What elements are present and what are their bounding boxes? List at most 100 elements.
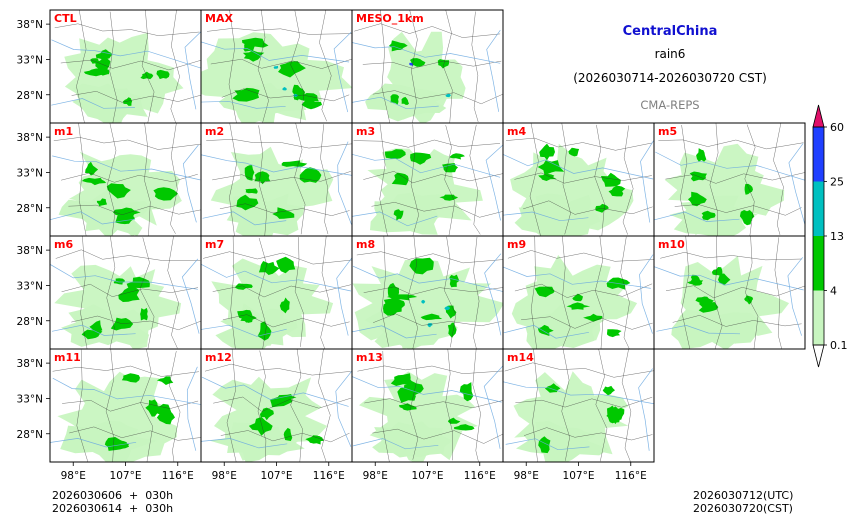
moderate-rain-patch <box>454 424 475 431</box>
moderate-rain-patch <box>688 191 707 207</box>
moderate-rain-patch <box>122 97 133 106</box>
moderate-rain-patch <box>538 173 557 181</box>
period-title: (2026030714-2026030720 CST) <box>573 71 767 85</box>
lon-tick-label: 116°E <box>464 470 496 482</box>
lat-tick-label: 33°N <box>17 54 43 66</box>
colorbar-segment <box>813 290 824 345</box>
moderate-rain-patch <box>81 177 107 186</box>
panel-label: m8 <box>356 238 375 251</box>
map-panel: m14 <box>502 348 655 463</box>
lat-tick-label: 33°N <box>17 280 43 292</box>
moderate-rain-patch <box>383 298 405 310</box>
panel-label: m2 <box>205 125 224 138</box>
valid-time-cst: 2026030720(CST) <box>693 502 793 515</box>
moderate-rain-patch <box>534 286 555 298</box>
map-panel: m12 <box>200 348 353 463</box>
lon-tick-label: 116°E <box>615 470 647 482</box>
moderate-rain-patch <box>110 439 130 449</box>
valid-time-utc: 2026030712(UTC) <box>693 489 794 502</box>
moderate-rain-patch <box>447 417 461 424</box>
moderate-rain-patch <box>442 163 458 173</box>
moderate-rain-patch <box>739 210 755 226</box>
light-rain-area <box>58 189 151 236</box>
colorbar-tick-label: 25 <box>830 176 844 189</box>
moderate-rain-patch <box>140 71 154 80</box>
moderate-rain-patch <box>85 161 99 176</box>
map-panel: CTL <box>49 9 202 124</box>
moderate-rain-patch <box>118 286 140 302</box>
moderate-rain-patch <box>245 188 258 194</box>
lat-tick-label: 28°N <box>17 203 43 215</box>
moderate-rain-patch <box>96 198 108 207</box>
moderate-rain-patch <box>278 61 306 78</box>
moderate-rain-patch <box>718 273 731 286</box>
moderate-rain-patch <box>391 172 409 186</box>
map-panel: MESO_1km <box>351 9 504 124</box>
panel-label: m13 <box>356 351 383 364</box>
panel-label: m1 <box>54 125 73 138</box>
moderate-rain-patch <box>539 143 555 161</box>
light-rain-area <box>215 303 298 349</box>
moderate-rain-patch <box>538 436 551 454</box>
moderate-rain-patch <box>409 257 434 275</box>
moderate-rain-patch <box>237 309 254 323</box>
map-panel: m5 <box>653 122 806 237</box>
map-panel: m7 <box>200 235 353 350</box>
heavy-rain-spot <box>421 299 426 304</box>
light-rain-area <box>372 421 453 458</box>
moderate-rain-patch <box>744 295 754 305</box>
moderate-rain-patch <box>106 183 131 199</box>
lon-tick-label: 98°E <box>514 470 539 482</box>
moderate-rain-patch <box>140 307 148 321</box>
moderate-rain-patch <box>248 416 273 436</box>
colorbar-tick-label: 13 <box>830 230 844 243</box>
moderate-rain-patch <box>257 321 272 341</box>
lon-tick-label: 98°E <box>363 470 388 482</box>
map-panel: m10 <box>653 235 806 350</box>
moderate-rain-patch <box>83 68 110 77</box>
moderate-rain-patch <box>95 49 112 60</box>
map-panel: MAX <box>200 9 353 124</box>
moderate-rain-patch <box>447 322 457 338</box>
panel-label: m12 <box>205 351 232 364</box>
map-panel: m11 <box>49 348 202 463</box>
lon-tick-label: 107°E <box>412 470 444 482</box>
panel-label: m7 <box>205 238 224 251</box>
moderate-rain-patch <box>110 317 134 331</box>
moderate-rain-patch <box>696 148 707 162</box>
map-panel: m13 <box>351 348 504 463</box>
moderate-rain-patch <box>711 267 723 277</box>
panel-label: m4 <box>507 125 526 138</box>
moderate-rain-patch <box>566 302 591 310</box>
moderate-rain-patch <box>690 274 702 285</box>
lon-tick-label: 98°E <box>212 470 237 482</box>
lat-tick-label: 28°N <box>17 90 43 102</box>
moderate-rain-patch <box>156 376 174 385</box>
moderate-rain-patch <box>601 172 621 187</box>
moderate-rain-patch <box>607 329 622 338</box>
map-panel: m1 <box>49 122 202 237</box>
panel-label: CTL <box>54 12 77 25</box>
map-panel: m3 <box>351 122 504 237</box>
moderate-rain-patch <box>281 160 308 168</box>
moderate-rain-patch <box>450 153 465 160</box>
light-rain-area <box>514 193 601 236</box>
moderate-rain-patch <box>568 147 580 157</box>
moderate-rain-patch <box>420 313 443 321</box>
moderate-rain-patch <box>701 210 716 221</box>
light-rain-area <box>72 83 148 123</box>
map-panel: m6 <box>49 235 202 350</box>
init-time-utc: 2026030606 + 030h <box>52 489 174 502</box>
init-time-cst: 2026030614 + 030h <box>52 502 174 515</box>
lat-tick-label: 38°N <box>17 132 43 144</box>
lat-tick-label: 33°N <box>17 167 43 179</box>
light-rain-area <box>525 304 605 349</box>
moderate-rain-patch <box>301 100 322 110</box>
colorbar-tick-label: 0.1 <box>830 339 848 352</box>
colorbar-segment <box>813 127 824 182</box>
lat-tick-label: 38°N <box>17 358 43 370</box>
moderate-rain-patch <box>258 261 280 275</box>
moderate-rain-patch <box>153 403 172 415</box>
moderate-rain-patch <box>126 276 150 288</box>
